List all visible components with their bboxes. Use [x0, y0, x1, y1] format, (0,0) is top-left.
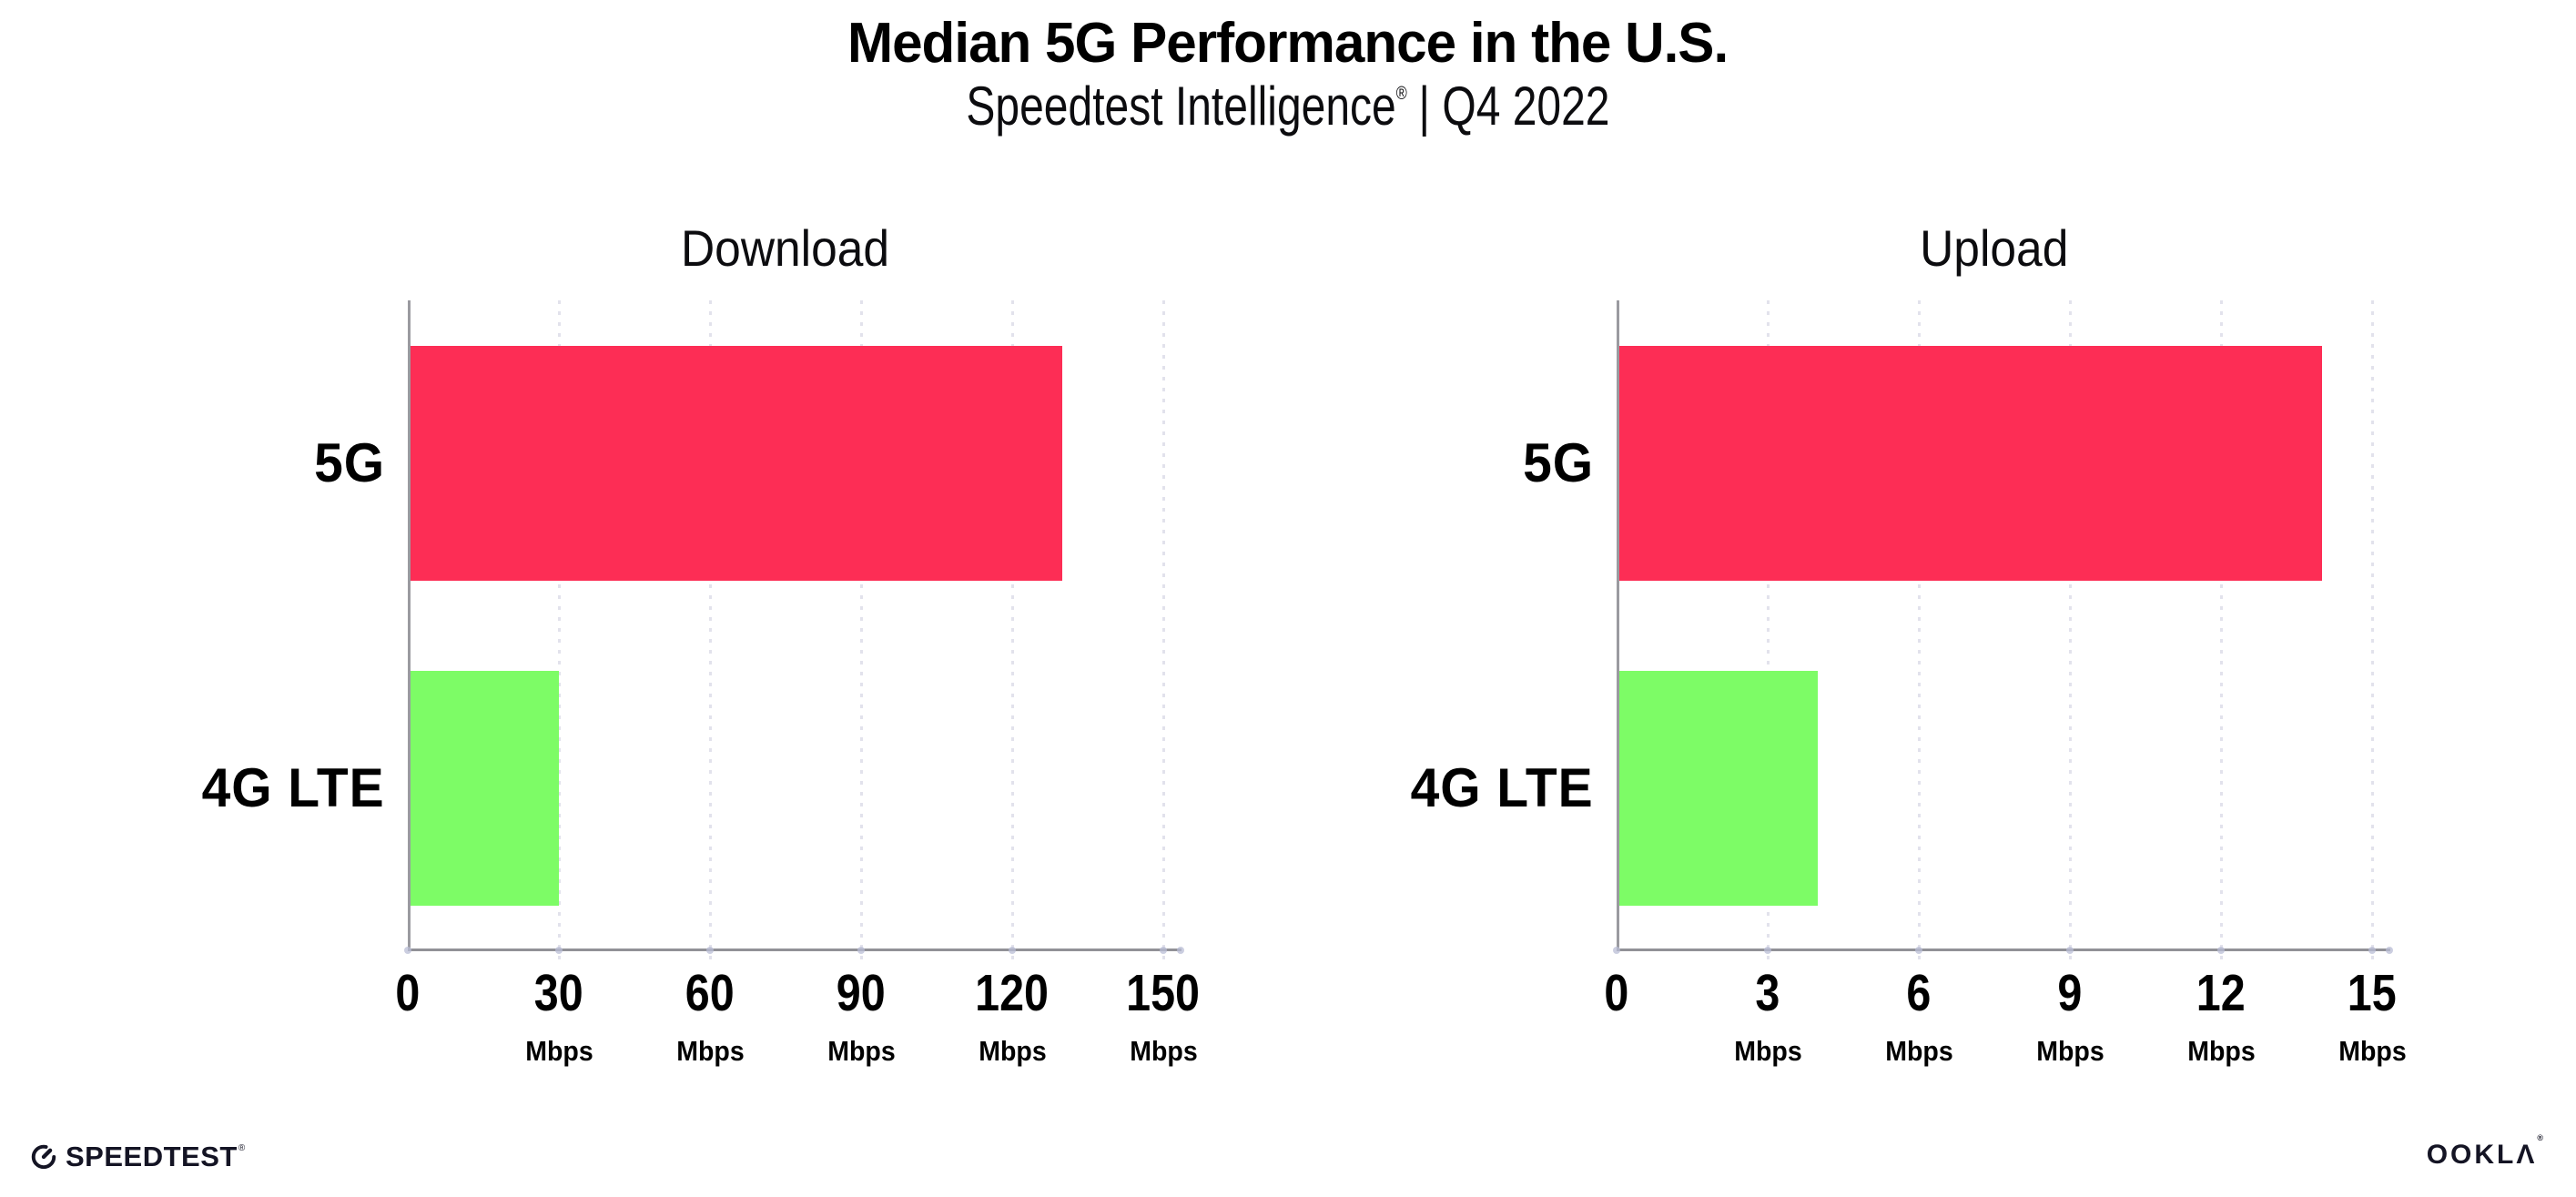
upload-x-tick-mark-15 — [2368, 947, 2376, 954]
ookla-logo: OOKLΛ® — [2426, 1134, 2546, 1170]
upload-x-tick-unit-12: Mbps — [2186, 1035, 2256, 1067]
download-x-tick-mark-120 — [1009, 947, 1016, 954]
speedtest-logo: SPEEDTEST ® — [30, 1140, 246, 1172]
upload-x-tick-unit-3: Mbps — [1733, 1035, 1802, 1067]
upload-x-tick-label-3: 3 — [1755, 964, 1780, 1022]
download-plot-area: 0 30 Mbps 60 Mbps 90 Mbps 120 Mbps 150 Mbps 5G 4G LT… — [202, 300, 1200, 1065]
upload-gridline-6 — [1918, 300, 1921, 962]
download-bar-5g — [408, 345, 1063, 581]
ookla-registered-icon: ® — [2537, 1133, 2546, 1142]
download-x-tick-label-0: 0 — [395, 964, 421, 1022]
upload-gridline-3 — [1767, 300, 1770, 962]
figure-title: Median 5G Performance in the U.S. — [847, 12, 1729, 75]
upload-axis-end-tick-mark — [2386, 947, 2393, 954]
upload-bar-4g-lte — [1617, 671, 1819, 907]
speedtest-registered-icon: ® — [238, 1142, 246, 1153]
upload-gridline-12 — [2220, 300, 2223, 962]
upload-x-tick-unit-15: Mbps — [2338, 1035, 2407, 1067]
download-x-tick-unit-150: Mbps — [1129, 1035, 1198, 1067]
download-x-tick-mark-30 — [555, 947, 563, 954]
upload-x-tick-label-15: 15 — [2348, 964, 2397, 1022]
upload-x-tick-unit-9: Mbps — [2035, 1035, 2104, 1067]
upload-y-axis — [1617, 300, 1619, 951]
download-x-tick-mark-0 — [404, 947, 411, 954]
download-gridline-120 — [1011, 300, 1014, 962]
upload-chart-title: Upload — [1920, 219, 2069, 277]
upload-category-label-5g: 5G — [1523, 431, 1594, 493]
download-x-tick-unit-30: Mbps — [524, 1035, 593, 1067]
subtitle-brand: Speedtest Intelligence — [966, 76, 1396, 137]
download-x-tick-mark-60 — [706, 947, 714, 954]
upload-plot-area: 0 3 Mbps 6 Mbps 9 Mbps 12 Mbps 15 Mbps 5G 4G LTE — [1411, 300, 2406, 1065]
download-x-tick-mark-150 — [1160, 947, 1167, 954]
upload-x-tick-mark-9 — [2066, 947, 2074, 954]
upload-x-tick-unit-6: Mbps — [1884, 1035, 1953, 1067]
download-gridline-90 — [860, 300, 863, 962]
download-gridline-30 — [558, 300, 561, 962]
download-axis-end-tick-mark — [1177, 947, 1184, 954]
download-x-tick-label-150: 150 — [1126, 964, 1201, 1022]
download-gridline-150 — [1162, 300, 1165, 962]
upload-x-tick-mark-3 — [1764, 947, 1771, 954]
upload-x-tick-label-12: 12 — [2196, 964, 2246, 1022]
download-x-tick-label-90: 90 — [837, 964, 886, 1022]
upload-x-axis — [1617, 948, 2390, 951]
upload-x-tick-label-9: 9 — [2057, 964, 2083, 1022]
speedtest-gauge-icon — [31, 1144, 56, 1170]
ookla-wordmark: OOKLΛ — [2426, 1140, 2538, 1170]
download-x-tick-unit-90: Mbps — [827, 1035, 896, 1067]
upload-x-tick-label-0: 0 — [1604, 964, 1629, 1022]
upload-x-tick-mark-6 — [1915, 947, 1922, 954]
upload-category-label-4g-lte: 4G LTE — [1411, 757, 1594, 819]
upload-bar-5g — [1617, 345, 2322, 581]
figure-subtitle: Speedtest Intelligence® | Q4 2022 — [0, 76, 2576, 137]
download-chart-title: Download — [681, 219, 890, 277]
download-x-axis — [408, 948, 1182, 951]
download-x-tick-unit-60: Mbps — [675, 1035, 745, 1067]
upload-x-tick-mark-0 — [1613, 947, 1620, 954]
download-y-axis — [408, 300, 411, 951]
upload-gridline-9 — [2069, 300, 2072, 962]
speedtest-wordmark: SPEEDTEST — [66, 1140, 238, 1172]
download-x-tick-label-120: 120 — [975, 964, 1050, 1022]
registered-trademark-icon: ® — [1395, 84, 1407, 104]
upload-gridline-15 — [2371, 300, 2374, 962]
download-x-tick-mark-90 — [857, 947, 865, 954]
download-bar-4g-lte — [408, 671, 559, 907]
upload-x-tick-mark-12 — [2217, 947, 2225, 954]
subtitle-period: | Q4 2022 — [1418, 76, 1610, 137]
download-category-label-5g: 5G — [314, 431, 385, 493]
upload-x-tick-label-6: 6 — [1906, 964, 1932, 1022]
download-category-label-4g-lte: 4G LTE — [202, 757, 385, 819]
download-x-tick-unit-120: Mbps — [978, 1035, 1047, 1067]
download-gridline-60 — [709, 300, 712, 962]
download-x-tick-label-30: 30 — [534, 964, 583, 1022]
download-x-tick-label-60: 60 — [685, 964, 735, 1022]
